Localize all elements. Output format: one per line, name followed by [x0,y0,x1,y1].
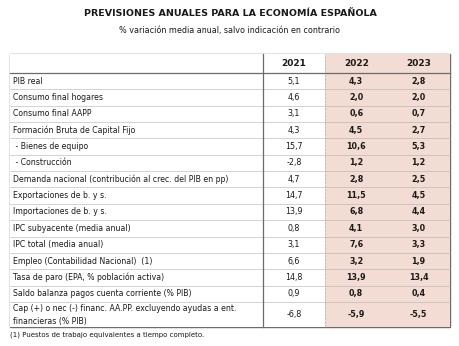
Text: (1) Puestos de trabajo equivalentes a tiempo completo.: (1) Puestos de trabajo equivalentes a ti… [10,331,204,338]
Text: 14,7: 14,7 [285,191,302,200]
Text: Demanda nacional (contribución al crec. del PIB en pp): Demanda nacional (contribución al crec. … [13,174,228,184]
Text: PIB real: PIB real [13,77,43,86]
Text: 0,7: 0,7 [411,109,425,118]
Text: -5,5: -5,5 [409,310,426,319]
Text: 6,6: 6,6 [287,256,300,265]
Text: Importaciones de b. y s.: Importaciones de b. y s. [13,208,107,217]
Text: 4,6: 4,6 [287,93,300,102]
Text: Exportaciones de b. y s.: Exportaciones de b. y s. [13,191,107,200]
Text: 2022: 2022 [343,59,368,68]
Text: 4,3: 4,3 [287,126,300,135]
Text: 1,9: 1,9 [411,256,425,265]
Text: 3,1: 3,1 [287,240,300,249]
Text: 2,5: 2,5 [411,175,425,184]
Text: 1,2: 1,2 [411,158,425,167]
Text: financieras (% PIB): financieras (% PIB) [13,318,87,327]
Text: 2,7: 2,7 [411,126,425,135]
Text: 2,8: 2,8 [348,175,363,184]
Text: IPC subyacente (media anual): IPC subyacente (media anual) [13,224,131,233]
Text: 6,8: 6,8 [348,208,363,217]
Text: 2,0: 2,0 [348,93,363,102]
Text: Formación Bruta de Capital Fijo: Formación Bruta de Capital Fijo [13,126,135,135]
Text: 0,6: 0,6 [348,109,363,118]
Text: - Bienes de equipo: - Bienes de equipo [13,142,88,151]
Text: 0,4: 0,4 [411,289,425,298]
Text: 13,9: 13,9 [285,208,302,217]
Text: Consumo final AAPP: Consumo final AAPP [13,109,92,118]
Text: Consumo final hogares: Consumo final hogares [13,93,103,102]
Text: 13,4: 13,4 [408,273,427,282]
Text: 5,1: 5,1 [287,77,300,86]
Text: 2,0: 2,0 [411,93,425,102]
Text: 4,5: 4,5 [348,126,363,135]
Text: 1,2: 1,2 [348,158,363,167]
Text: 15,7: 15,7 [285,142,302,151]
Text: Cap (+) o nec (-) financ. AA.PP. excluyendo ayudas a ent.: Cap (+) o nec (-) financ. AA.PP. excluye… [13,304,236,313]
Text: 4,1: 4,1 [348,224,363,233]
Text: -2,8: -2,8 [285,158,301,167]
Text: 3,0: 3,0 [411,224,425,233]
Text: 13,9: 13,9 [346,273,365,282]
Text: - Construcción: - Construcción [13,158,72,167]
Text: Saldo balanza pagos cuenta corriente (% PIB): Saldo balanza pagos cuenta corriente (% … [13,289,191,298]
Text: 14,8: 14,8 [285,273,302,282]
Text: 0,8: 0,8 [348,289,363,298]
Text: 3,3: 3,3 [411,240,425,249]
Text: 0,9: 0,9 [287,289,300,298]
Text: 5,3: 5,3 [411,142,425,151]
Text: Tasa de paro (EPA, % población activa): Tasa de paro (EPA, % población activa) [13,273,164,282]
Text: -6,8: -6,8 [286,310,301,319]
Text: IPC total (media anual): IPC total (media anual) [13,240,103,249]
Text: 2,8: 2,8 [410,77,425,86]
Text: 11,5: 11,5 [346,191,365,200]
Text: 4,5: 4,5 [411,191,425,200]
Text: PREVISIONES ANUALES PARA LA ECONOMÍA ESPAÑOLA: PREVISIONES ANUALES PARA LA ECONOMÍA ESP… [84,9,375,18]
Text: -5,9: -5,9 [347,310,364,319]
Text: 2021: 2021 [281,59,306,68]
Text: Empleo (Contabilidad Nacional)  (1): Empleo (Contabilidad Nacional) (1) [13,256,152,265]
Text: 4,3: 4,3 [348,77,363,86]
Text: 4,4: 4,4 [411,208,425,217]
Text: 0,8: 0,8 [287,224,300,233]
Text: 4,7: 4,7 [287,175,300,184]
Text: 10,6: 10,6 [346,142,365,151]
Text: % variación media anual, salvo indicación en contrario: % variación media anual, salvo indicació… [119,26,340,35]
Text: 2023: 2023 [405,59,430,68]
Text: 3,1: 3,1 [287,109,300,118]
Text: 7,6: 7,6 [348,240,363,249]
Text: 3,2: 3,2 [348,256,363,265]
